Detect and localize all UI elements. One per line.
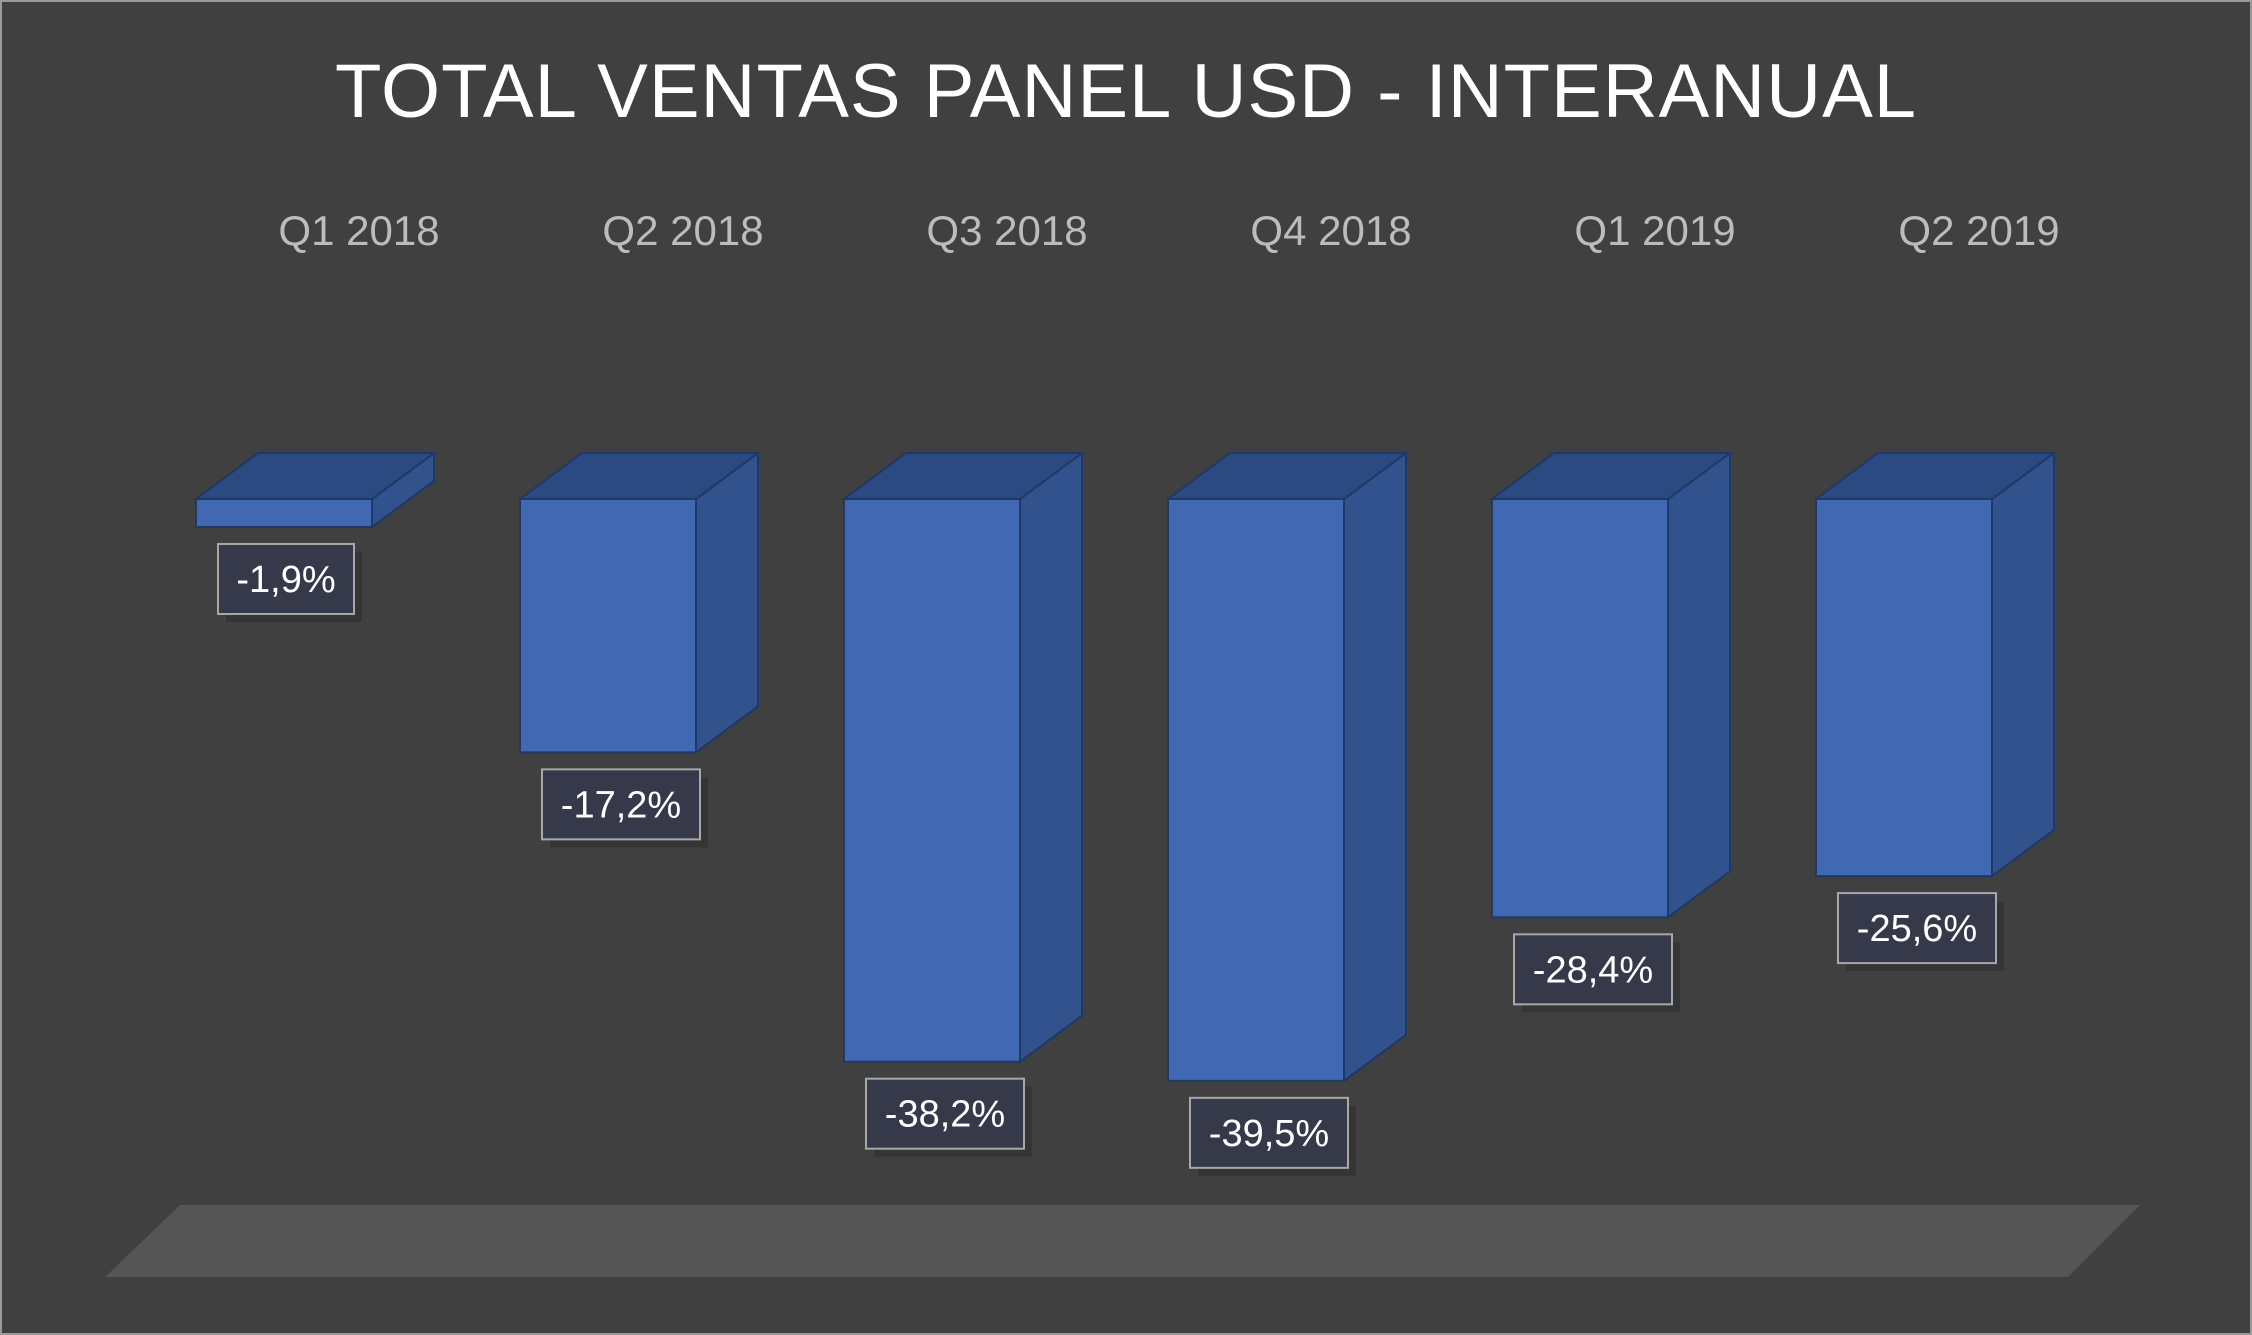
bar-group — [1164, 451, 1410, 1083]
bar-side — [1667, 451, 1731, 920]
data-label: -38,2% — [885, 1094, 1005, 1136]
bar-side — [1991, 451, 2055, 879]
bar — [1491, 498, 1669, 919]
category-label: Q1 2019 — [1574, 207, 1735, 254]
category-label: Q1 2018 — [278, 207, 439, 254]
bar-side — [695, 451, 759, 755]
data-label-box — [1513, 933, 1673, 1006]
category-label: Q2 2018 — [602, 207, 763, 254]
category-label: Q2 2019 — [1898, 207, 2059, 254]
bar — [195, 498, 373, 528]
data-label-box — [1189, 1096, 1349, 1169]
data-label: -39,5% — [1209, 1113, 1329, 1155]
chart-floor — [105, 1205, 2140, 1277]
data-label-box — [1837, 892, 1997, 965]
data-label-box — [217, 542, 355, 615]
bar — [1167, 498, 1345, 1082]
bar — [843, 498, 1021, 1063]
data-label: -28,4% — [1533, 949, 1653, 991]
data-label: -1,9% — [236, 559, 335, 601]
bar-group — [516, 451, 762, 755]
category-label: Q3 2018 — [926, 207, 1087, 254]
bar-group — [840, 451, 1086, 1064]
category-label: Q4 2018 — [1250, 207, 1411, 254]
bar — [519, 498, 697, 754]
data-label: -25,6% — [1857, 908, 1977, 950]
bar-side — [1343, 451, 1407, 1083]
data-label: -17,2% — [561, 784, 681, 826]
chart-title: TOTAL VENTAS PANEL USD - INTERANUAL — [334, 49, 1918, 134]
bar-side — [1019, 451, 1083, 1064]
bar-group — [192, 451, 438, 529]
bar-group — [1488, 451, 1734, 920]
bar-group — [1812, 451, 2058, 879]
data-label-box — [865, 1077, 1025, 1150]
bar — [1815, 498, 1993, 878]
data-label-box — [541, 768, 701, 841]
